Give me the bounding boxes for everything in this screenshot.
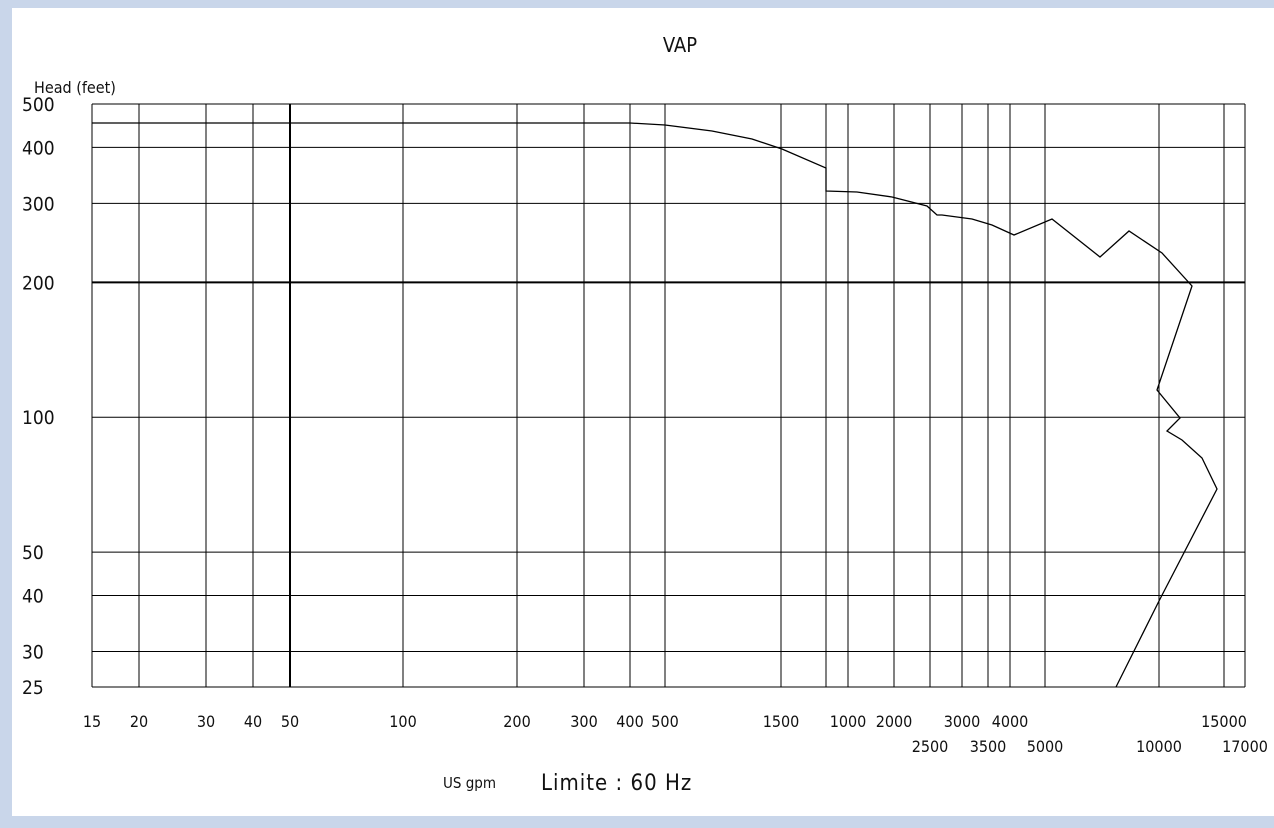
x-axis-caption: Limite : 60 Hz [541, 771, 692, 796]
y-tick-label: 400 [22, 137, 55, 159]
x-tick-label: 500 [651, 712, 678, 731]
x-tick-label: 40 [244, 712, 262, 731]
x-tick-label: 2500 [912, 737, 949, 756]
series-line [92, 122, 1218, 688]
x-tick-label: 30 [197, 712, 215, 731]
x-tick-label: 3000 [944, 712, 981, 731]
y-tick-labels: 500 400 300 200 100 50 40 30 25 [22, 94, 55, 699]
y-tick-label: 50 [22, 542, 44, 564]
x-tick-label: 2000 [876, 712, 913, 731]
y-tick-label: 200 [22, 272, 55, 294]
y-tick-label: 300 [22, 193, 55, 215]
x-tick-label: 17000 [1222, 737, 1268, 756]
y-tick-label: 100 [22, 407, 55, 429]
x-tick-label: 3500 [970, 737, 1007, 756]
x-axis-unit: US gpm [443, 774, 496, 792]
x-tick-label: 5000 [1027, 737, 1064, 756]
x-tick-label: 20 [130, 712, 148, 731]
y-tick-label: 500 [22, 94, 55, 116]
chart-title: VAP [663, 33, 697, 57]
y-tick-label: 40 [22, 586, 44, 608]
x-tick-label: 400 [616, 712, 643, 731]
x-tick-label: 300 [570, 712, 597, 731]
x-tick-label: 100 [389, 712, 416, 731]
x-tick-label: 1000 [830, 712, 867, 731]
x-tick-label: 10000 [1136, 737, 1182, 756]
vertical-gridlines [91, 104, 1246, 687]
x-tick-label: 50 [281, 712, 299, 731]
horizontal-gridlines [92, 103, 1245, 688]
y-axis-label: Head (feet) [34, 78, 116, 97]
x-tick-label: 15000 [1201, 712, 1247, 731]
x-tick-label: 1500 [763, 712, 800, 731]
x-tick-label: 15 [83, 712, 101, 731]
x-tick-label: 200 [503, 712, 530, 731]
y-tick-label: 25 [22, 677, 44, 699]
y-tick-label: 30 [22, 642, 44, 664]
x-tick-labels: 15 20 30 40 50 100 200 300 400 500 1500 1000 2000 300… [83, 712, 1268, 756]
x-tick-label: 4000 [992, 712, 1029, 731]
chart: 500 400 300 200 100 50 40 30 25 15 20 30 40 50 100 200… [22, 33, 1268, 796]
chart-frame: 500 400 300 200 100 50 40 30 25 15 20 30 40 50 100 200… [12, 8, 1274, 816]
